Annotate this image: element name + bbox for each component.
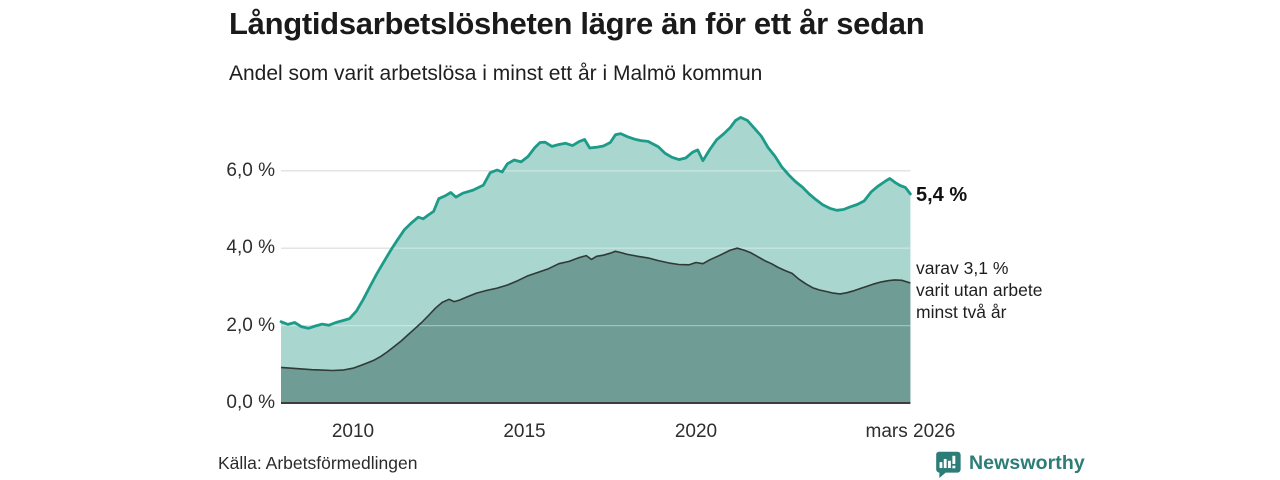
x-axis-label: 2020 (674, 421, 718, 442)
brand-lockup: Newsworthy (933, 449, 1085, 478)
page-subtitle: Andel som varit arbetslösa i minst ett å… (229, 62, 763, 85)
annotation-secondary-line-3: minst två år (916, 302, 1007, 322)
logo-bar-2 (943, 458, 947, 469)
source-text: Källa: Arbetsförmedlingen (218, 453, 418, 473)
annotation-secondary-line-2: varit utan arbete (916, 280, 1043, 300)
logo-bar-1 (939, 462, 943, 469)
x-axis-label: 2010 (331, 421, 375, 442)
x-axis-label: 2015 (503, 421, 546, 442)
y-axis-label: 2,0 % (226, 314, 275, 336)
line-total-1yr (279, 116, 912, 330)
annotation-secondary-line-1: varav 3,1 % (916, 258, 1009, 278)
y-axis-label: 6,0 % (226, 159, 275, 181)
logo-exclamation-dot (952, 465, 956, 469)
annotation-latest-value: 5,4 % (916, 184, 968, 206)
newsworthy-brand-text: Newsworthy (969, 452, 1085, 474)
newsworthy-logo-icon (936, 451, 961, 478)
logo-bar-3 (948, 460, 951, 469)
annotation-secondary: varav 3,1 % varit utan arbete minst två … (916, 257, 1042, 323)
line-2yr (280, 247, 911, 372)
y-axis-label: 0,0 % (226, 392, 275, 413)
logo-exclamation-stem (952, 455, 956, 464)
page-title: Långtidsarbetslösheten lägre än för ett … (229, 6, 925, 41)
x-axis-label: mars 2026 (865, 421, 956, 442)
area-2yr (281, 248, 911, 403)
y-axis-label: 4,0 % (226, 237, 275, 259)
